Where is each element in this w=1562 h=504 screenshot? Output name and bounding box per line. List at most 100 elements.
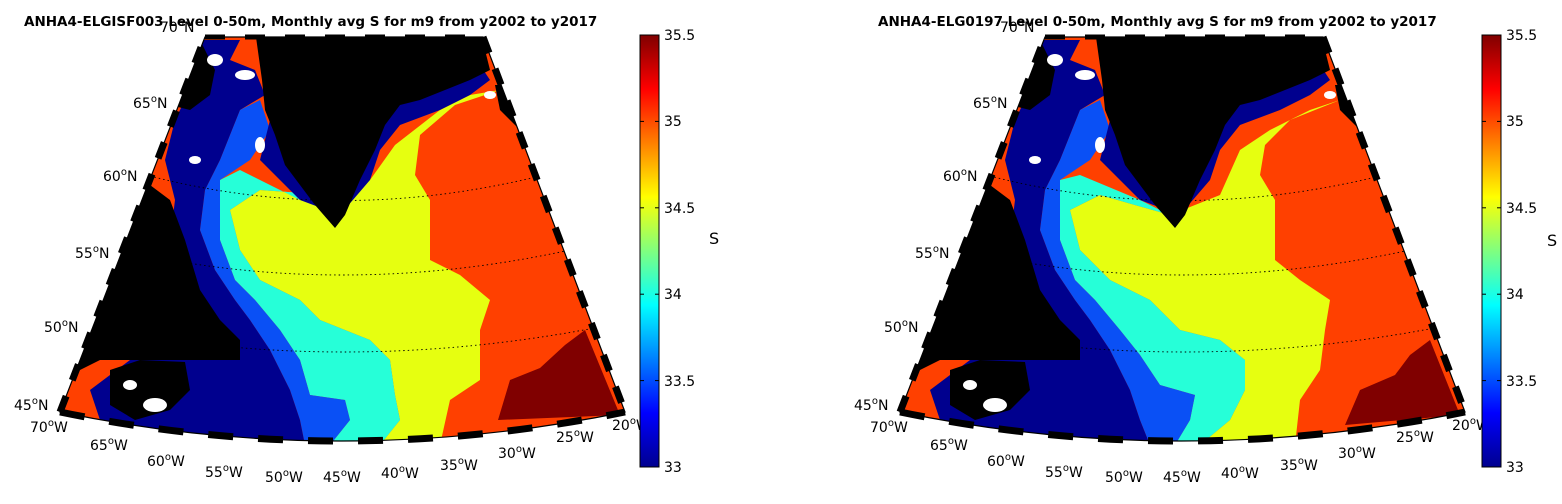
svg-text:60oN: 60oN [103,167,137,185]
lon-label: 55 [1045,465,1063,481]
lon-label: 45 [323,470,341,486]
svg-text:50oN: 50oN [44,318,78,336]
sea-ice-patches [963,54,1336,412]
salinity-zone-lt-33-5 [930,40,1150,441]
lat-label: 50 [44,320,62,336]
land-newfoundland [110,360,190,420]
svg-text:50oW: 50oW [265,468,303,486]
map-panel-2: ANHA4-ELG0197 Level 0-50m, Monthly avg S… [854,14,1557,486]
land-greenland [1095,37,1330,228]
colorbar-tick: 33 [664,460,682,476]
lon-label: 30 [1338,446,1356,462]
lat-label: 55 [915,246,933,262]
lon-label: 40 [1221,466,1239,482]
lat-label: 60 [103,169,121,185]
colorbar-tick: 33 [1506,460,1524,476]
colorbar-1-ramp [639,34,660,468]
svg-text:55oN: 55oN [75,244,109,262]
lat-label: 45 [14,398,32,414]
salinity-zone-gt-35-5 [498,330,620,420]
panel-1-title: ANHA4-ELGISF003 Level 0-50m, Monthly avg… [24,14,597,30]
salinity-zone-34-5-35 [1070,100,1340,441]
lon-label: 35 [1280,458,1298,474]
svg-text:40oW: 40oW [1221,464,1259,482]
svg-text:45oW: 45oW [323,468,361,486]
land-greenland [255,37,490,228]
lon-label: 25 [556,430,574,446]
svg-text:70oN: 70oN [1000,18,1034,36]
land-labrador [60,150,240,400]
colorbar-tick: 34.5 [1506,201,1537,217]
lat-label: 45 [854,398,872,414]
colorbar-tick: 34.5 [664,201,695,217]
svg-text:25oW: 25oW [556,428,594,446]
lon-label: 20 [612,418,630,434]
land-labrador [900,150,1080,400]
lat-label: 60 [943,169,961,185]
lon-label: 35 [440,458,458,474]
colorbar-tick: 34 [664,287,682,303]
lon-label: 45 [1163,470,1181,486]
salinity-zone-34-34-5 [1060,175,1245,441]
svg-text:45oN: 45oN [854,396,888,414]
svg-text:65oW: 65oW [90,436,128,454]
lon-label: 60 [987,454,1005,470]
lon-label: 30 [498,446,516,462]
svg-text:65oW: 65oW [930,436,968,454]
colorbar-2: 35.5 35 34.5 34 33.5 33 S [1481,28,1557,476]
latitude-labels-2: 70oN 65oN 60oN 55oN 50oN 45oN [854,18,1034,414]
svg-text:45oW: 45oW [1163,468,1201,486]
colorbar-tick: 34 [1506,287,1524,303]
salinity-zone-34-5-35 [230,90,500,441]
svg-text:55oW: 55oW [1045,463,1083,481]
map-panel-1: ANHA4-ELGISF003 Level 0-50m, Monthly avg… [14,14,719,486]
svg-text:65oN: 65oN [133,94,167,112]
latitude-gridlines [929,175,1446,353]
colorbar-tick: 35.5 [664,28,695,44]
lat-label: 65 [973,96,991,112]
svg-text:25oW: 25oW [1396,428,1434,446]
lon-label: 50 [1105,470,1123,486]
lon-label: 65 [90,438,108,454]
land-newfoundland [950,360,1030,420]
salinity-zone-33-5-34 [200,100,350,441]
longitude-labels-1: 70oW 65oW 60oW 55oW 50oW 45oW 40oW 35oW … [30,416,650,486]
svg-text:60oW: 60oW [147,452,185,470]
svg-text:35oW: 35oW [440,456,478,474]
panel-2-title: ANHA4-ELG0197 Level 0-50m, Monthly avg S… [878,14,1437,30]
colorbar-2-ramp [1481,34,1502,468]
svg-text:45oN: 45oN [14,396,48,414]
lon-label: 70 [30,420,48,436]
lat-label: 70 [1000,20,1018,36]
svg-text:30oW: 30oW [1338,444,1376,462]
svg-text:70oN: 70oN [160,18,194,36]
lat-label: 55 [75,246,93,262]
svg-text:60oW: 60oW [987,452,1025,470]
lon-label: 50 [265,470,283,486]
svg-text:70oW: 70oW [870,418,908,436]
colorbar-1: 35.5 35 34.5 34 33.5 33 S [639,28,719,476]
lon-label: 60 [147,454,165,470]
lat-label: 50 [884,320,902,336]
colorbar-tick: 35.5 [1506,28,1537,44]
colorbar-2-label: S [1547,231,1557,250]
lon-label: 40 [381,466,399,482]
salinity-zone-lt-33-5 [90,40,305,441]
svg-text:50oW: 50oW [1105,468,1143,486]
sea-ice-patches [123,54,496,412]
svg-text:30oW: 30oW [498,444,536,462]
salinity-zone-34-34-5 [220,170,400,441]
lat-label: 65 [133,96,151,112]
lon-label: 55 [205,465,223,481]
colorbar-tick: 33.5 [664,374,695,390]
svg-text:65oN: 65oN [973,94,1007,112]
colorbar-1-label: S [709,229,719,248]
colorbar-tick: 33.5 [1506,374,1537,390]
lon-label: 70 [870,420,888,436]
latitude-gridlines [89,175,606,353]
lon-label: 65 [930,438,948,454]
colorbar-tick: 35 [1506,114,1524,130]
latitude-labels-1: 70oN 65oN 60oN 55oN 50oN 45oN [14,18,194,414]
lon-label: 20 [1452,418,1470,434]
